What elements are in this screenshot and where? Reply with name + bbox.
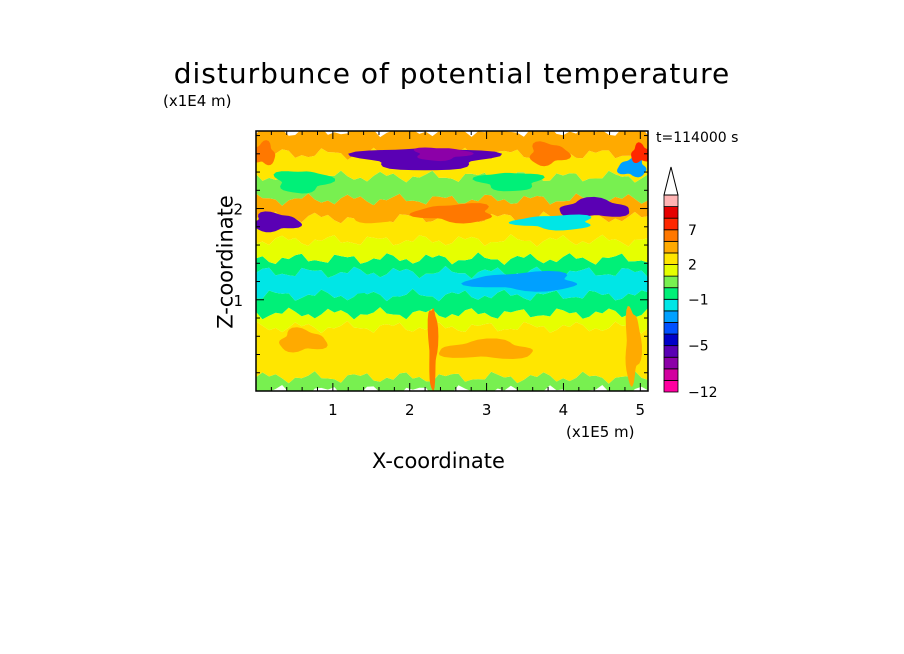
contour-band [256,170,648,206]
contour-band [256,307,648,334]
y-tick-label: 1 [233,292,243,310]
contour-feature [333,204,405,224]
colorbar-swatch [663,264,679,277]
contour-feature [559,196,630,218]
x-tick-label: 2 [405,401,415,419]
x-tick-label: 5 [636,401,646,419]
colorbar-swatch [663,206,679,219]
contour-feature [310,279,381,295]
time-label: t=114000 s [656,130,739,146]
contour-feature [413,147,474,162]
colorbar-swatch [663,217,679,231]
colorbar-swatch [663,240,679,254]
colorbar-swatch [663,275,679,289]
colorbar-swatch [663,229,679,242]
contour-feature [256,211,302,233]
y-tick-label: 2 [233,201,243,219]
x-tick-label: 1 [328,401,338,419]
x-axis-ticks [270,131,641,391]
contour-feature [279,327,328,353]
contour-feature [461,270,578,292]
chart-title: disturbunce of potential temperature [173,57,731,90]
contour-feature [472,172,545,192]
colorbar-swatch [663,194,679,207]
colorbar-swatch [663,345,679,358]
contour-band [256,288,648,320]
x-tick-label: 3 [482,401,492,419]
contour-band [256,234,648,265]
colorbar-swatch [663,368,679,381]
colorbar-tick-label: 7 [688,223,697,239]
colorbar-swatch [663,380,679,393]
contour-feature [409,203,493,224]
colorbar-swatch [663,298,679,312]
colorbar-swatch [663,310,679,323]
contour-feature [625,305,642,387]
y-axis-unit: (x1E4 m) [163,92,232,110]
colorbar-swatch [663,252,679,265]
contour-feature [273,171,336,194]
contour-feature [529,141,572,167]
colorbar-extend-arrow [663,166,679,196]
contour-feature [631,142,648,163]
colorbar-swatch [663,356,679,370]
colorbar-swatch [663,333,679,347]
colorbar-tick-label: −12 [688,385,718,401]
colorbar-swatch [663,322,679,335]
x-tick-label: 4 [559,401,569,419]
contour-field [256,131,648,391]
colorbar-tick-label: −5 [688,339,709,355]
colorbar-swatch [663,287,679,300]
colorbar-tick-label: 2 [688,258,697,274]
x-axis-unit: (x1E5 m) [566,423,635,441]
contour-feature [438,338,533,359]
contour-feature [427,308,439,391]
contour-feature [508,214,592,231]
colorbar: 7 2 −1 −5 −12 [663,166,718,401]
contour-band [256,371,648,391]
contour-band [256,252,648,279]
x-axis-label: X-coordinate [372,449,505,473]
contour-feature [256,140,276,166]
colorbar-tick-label: −1 [688,292,709,308]
plot-frame [255,130,649,392]
y-axis-ticks [256,135,648,374]
